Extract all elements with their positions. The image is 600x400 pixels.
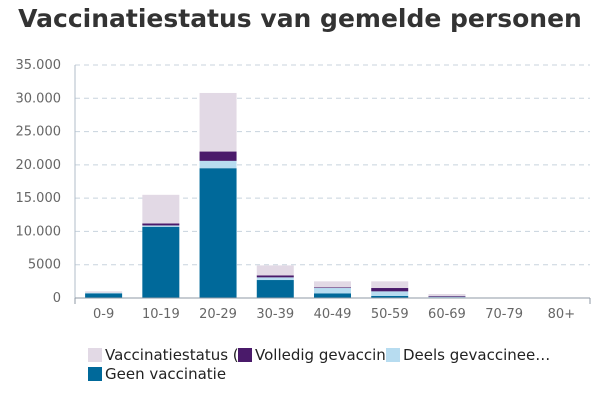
x-tick-label: 20-29 <box>199 307 237 322</box>
legend-label: Volledig gevaccin… <box>255 346 401 364</box>
y-tick-label: 0 <box>53 291 61 306</box>
x-tick-label: 70-79 <box>485 307 523 322</box>
bar-segment <box>371 281 409 289</box>
bar-segment <box>199 92 237 152</box>
bar-segment <box>142 194 180 224</box>
legend-label: Deels gevaccinee… <box>403 346 551 364</box>
bar-segment <box>256 275 294 278</box>
bar-segment <box>85 293 123 298</box>
x-tick-label: 50-59 <box>371 307 409 322</box>
y-tick-label: 10.000 <box>16 224 62 239</box>
bar-segment <box>428 294 466 297</box>
legend-swatch <box>238 348 252 362</box>
legend: Vaccinatiestatus (… Volledig gevaccin… D… <box>88 346 588 384</box>
x-tick-label: 60-69 <box>428 307 466 322</box>
x-tick-label: 10-19 <box>142 307 180 322</box>
bar-segment <box>142 225 180 227</box>
bar-segment <box>371 296 409 298</box>
y-tick-label: 15.000 <box>16 191 62 206</box>
x-tick-label: 0-9 <box>93 307 114 322</box>
bar-segment <box>199 151 237 161</box>
x-tick-label: 40-49 <box>314 307 352 322</box>
bar-segment <box>371 291 409 297</box>
y-tick-label: 30.000 <box>16 91 62 106</box>
bar-segment <box>142 223 180 226</box>
bar-segment <box>256 280 294 298</box>
bar-segment <box>314 288 351 294</box>
legend-item-deels[interactable]: Deels gevaccinee… <box>386 346 550 365</box>
axis-layer: 0 5000 10.000 15.000 20.000 25.000 30.000 35.00… <box>16 58 591 322</box>
legend-item-geen[interactable]: Geen vaccinatie <box>88 365 226 384</box>
bar-segment <box>256 265 294 276</box>
y-tick-label: 20.000 <box>16 158 62 173</box>
bar-segment <box>314 287 351 289</box>
y-tick-label: 25.000 <box>16 125 62 140</box>
legend-swatch <box>88 367 102 381</box>
bar-segment <box>199 160 237 169</box>
x-tick-label: 80+ <box>548 307 575 322</box>
bar-segment <box>256 277 294 281</box>
legend-item-volledig[interactable]: Volledig gevaccin… <box>238 346 401 365</box>
bar-segment <box>199 168 237 298</box>
bars-layer <box>85 92 466 298</box>
legend-swatch <box>386 348 400 362</box>
bar-segment <box>314 281 351 288</box>
y-tick-label: 5000 <box>28 258 61 273</box>
bar-segment <box>314 293 351 298</box>
legend-row-2: Geen vaccinatie <box>88 365 588 384</box>
chart-title: Vaccinatiestatus van gemelde personen <box>18 4 582 33</box>
bar-segment <box>142 226 180 298</box>
bar-segment <box>85 292 123 294</box>
x-tick-label: 30-39 <box>256 307 294 322</box>
bar-segment <box>428 296 466 297</box>
legend-swatch <box>88 348 102 362</box>
bar-segment <box>428 296 466 298</box>
y-tick-label: 35.000 <box>16 58 62 73</box>
legend-label: Vaccinatiestatus (… <box>105 346 254 364</box>
bar-segment <box>371 288 409 292</box>
legend-label: Geen vaccinatie <box>105 365 227 383</box>
legend-item-vaccinatiestatus[interactable]: Vaccinatiestatus (… <box>88 346 254 365</box>
bar-segment <box>85 291 123 293</box>
legend-row-1: Vaccinatiestatus (… Volledig gevaccin… D… <box>88 346 588 365</box>
